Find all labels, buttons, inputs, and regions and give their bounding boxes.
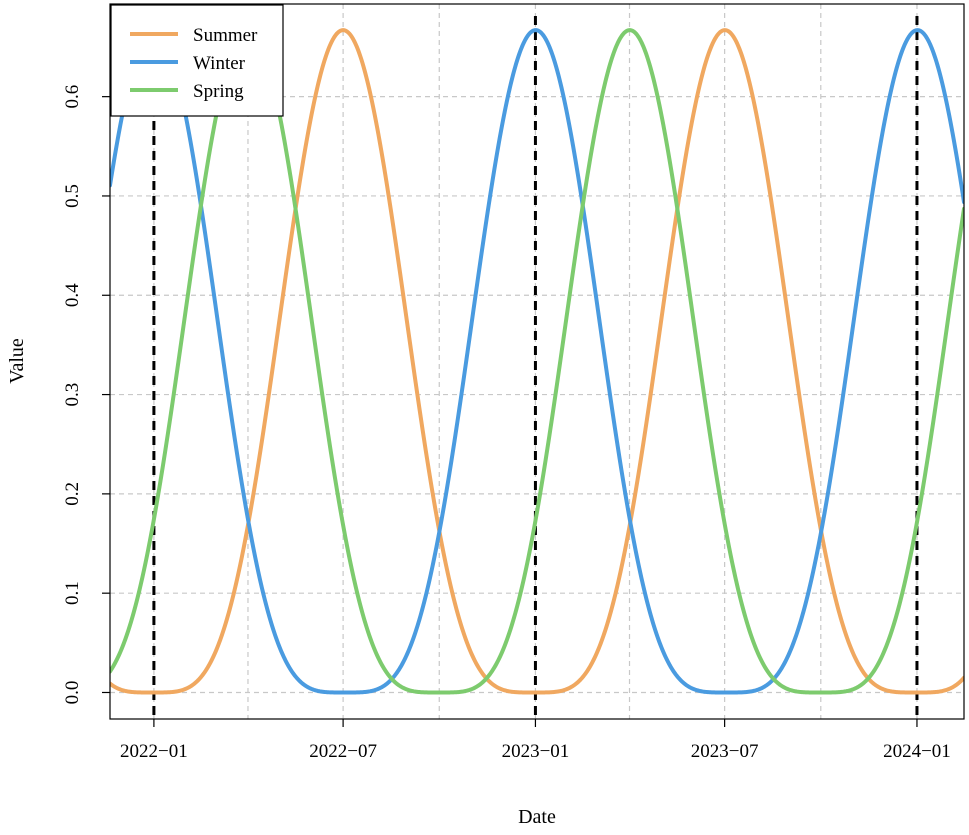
axes-layer: 2022−01 2022−07 2023−01 2023−07 2024−01 0.0 0.… xyxy=(62,85,951,762)
x-axis-label: Date xyxy=(518,806,556,828)
x-tick-label: 2022−07 xyxy=(309,741,377,762)
x-tick-label: 2023−07 xyxy=(691,741,759,762)
x-tick-label: 2024−01 xyxy=(883,741,951,762)
legend-label-summer: Summer xyxy=(193,25,258,46)
legend: Summer Winter Spring xyxy=(110,4,284,117)
y-tick-label: 0.3 xyxy=(62,383,83,407)
plot-frame xyxy=(109,3,965,720)
reference-lines xyxy=(152,16,919,719)
x-tick-label: 2023−01 xyxy=(502,741,570,762)
y-tick-label: 0.5 xyxy=(62,184,83,208)
y-tick-label: 0.0 xyxy=(62,681,83,705)
y-axis-label: Value xyxy=(6,338,28,384)
legend-label-winter: Winter xyxy=(193,53,246,74)
x-tick-label: 2022−01 xyxy=(120,741,188,762)
y-tick-label: 0.4 xyxy=(62,283,83,307)
y-tick-label: 0.1 xyxy=(62,581,83,605)
series-line-winter xyxy=(110,28,964,695)
y-tick-label: 0.2 xyxy=(62,482,83,506)
legend-label-spring: Spring xyxy=(193,81,244,102)
y-tick-label: 0.6 xyxy=(62,85,83,109)
